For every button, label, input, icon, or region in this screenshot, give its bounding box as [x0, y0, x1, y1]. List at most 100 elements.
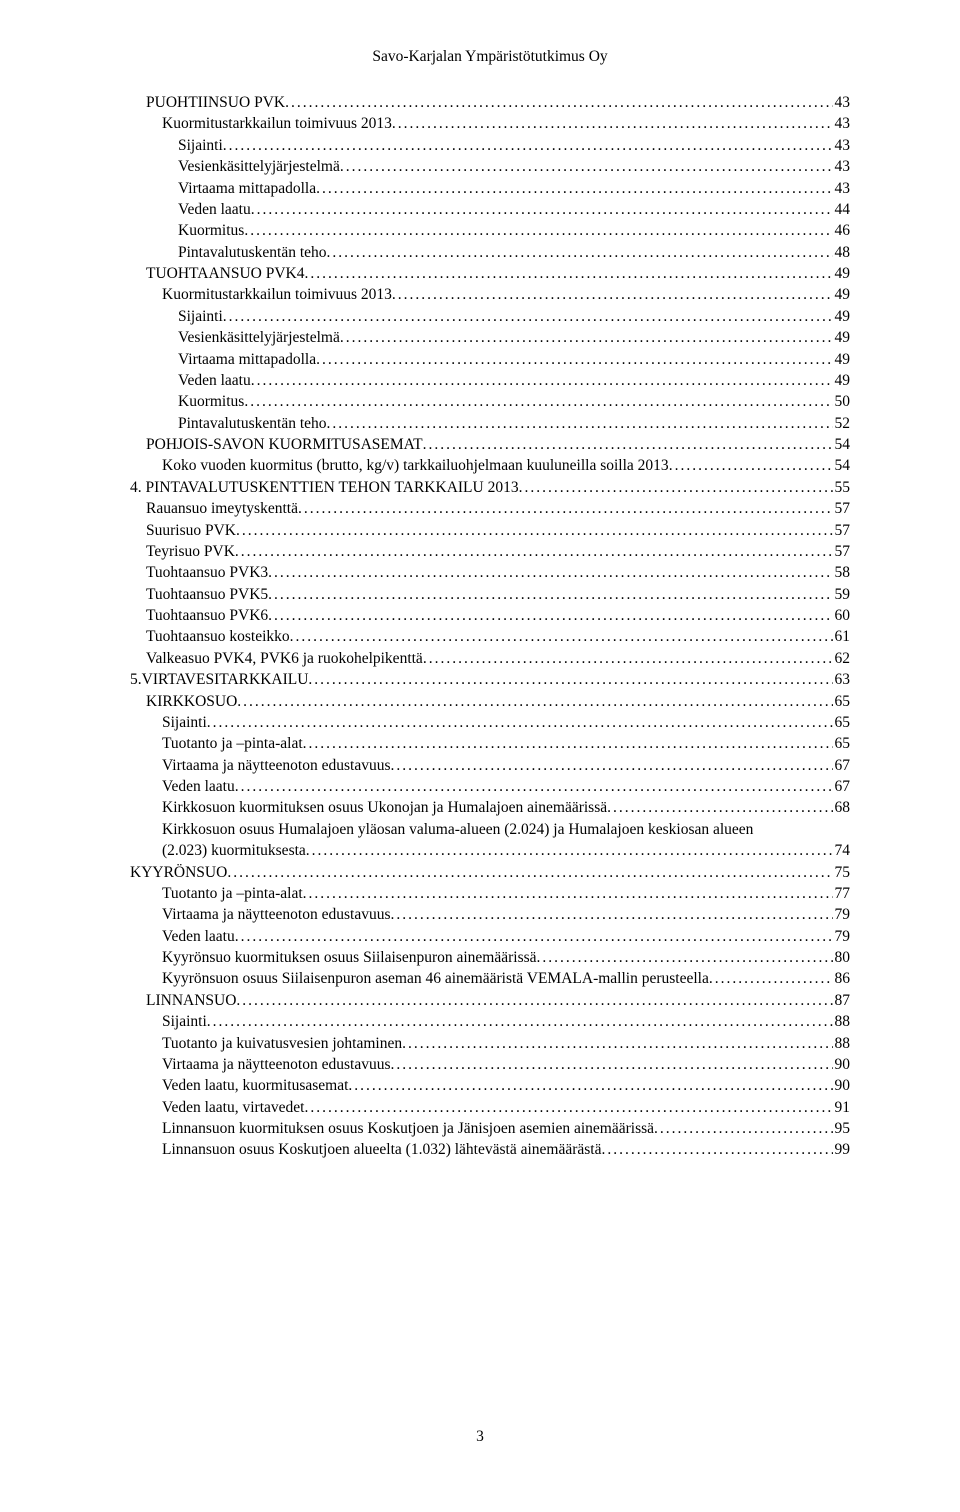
toc-entry: Teyrisuo PVK 57 [130, 541, 850, 562]
toc-entry: Kirkkosuon kuormituksen osuus Ukonojan j… [130, 797, 850, 818]
toc-page: 49 [833, 327, 851, 348]
toc-entry: Sijainti43 [130, 135, 850, 156]
toc-leader [305, 263, 833, 284]
toc-leader [223, 306, 833, 327]
toc-page: 54 [833, 455, 851, 476]
toc-entry: Tuohtaansuo PVK660 [130, 605, 850, 626]
toc-entry: KIRKKOSUO 65 [130, 691, 850, 712]
toc-page: 57 [833, 498, 851, 519]
toc-label: Rauansuo imeytyskenttä [146, 498, 298, 519]
toc-label: Virtaama ja näytteenoton edustavuus [162, 755, 390, 776]
toc-page: 86 [833, 968, 851, 989]
toc-entry: Kuormitustarkkailun toimivuus 201349 [130, 284, 850, 305]
toc-entry: Tuohtaansuo kosteikko61 [130, 626, 850, 647]
toc-page: 68 [833, 797, 851, 818]
toc-leader [306, 840, 833, 861]
toc-page: 80 [833, 947, 851, 968]
toc-entry: Virtaama ja näytteenoton edustavuus67 [130, 755, 850, 776]
toc-entry: 4. PINTAVALUTUSKENTTIEN TEHON TARKKAILU … [130, 477, 850, 498]
toc-leader [423, 434, 833, 455]
toc-entry: Pintavalutuskentän teho52 [130, 413, 850, 434]
toc-leader [290, 626, 833, 647]
toc-leader [235, 541, 833, 562]
toc-leader [244, 220, 832, 241]
toc-leader [709, 968, 833, 989]
toc-leader [316, 178, 832, 199]
toc-label: Vesienkäsittelyjärjestelmä [178, 156, 340, 177]
toc-label: Tuotanto ja –pinta-alat [162, 733, 303, 754]
toc-label: Linnansuon kuormituksen osuus Koskutjoen… [162, 1118, 654, 1139]
toc-label: Kyyrönsuo kuormituksen osuus Siilaisenpu… [162, 947, 537, 968]
toc-entry: Vesienkäsittelyjärjestelmä49 [130, 327, 850, 348]
toc-label: Koko vuoden kuormitus (brutto, kg/v) tar… [162, 455, 669, 476]
toc-page: 77 [833, 883, 851, 904]
toc-label: Sijainti [162, 1011, 207, 1032]
toc-leader [316, 349, 832, 370]
toc-label: 5.VIRTAVESITARKKAILU [130, 669, 308, 690]
toc-label: LINNANSUO [146, 990, 236, 1011]
toc-label: POHJOIS-SAVON KUORMITUSASEMAT [146, 434, 423, 455]
toc-label: KYYRÖNSUO [130, 862, 227, 883]
toc-page: 49 [833, 306, 851, 327]
toc-leader [235, 776, 833, 797]
toc-leader [303, 883, 833, 904]
toc-leader [669, 455, 833, 476]
table-of-contents: PUOHTIINSUO PVK 43 Kuormitustarkkailun toi… [130, 92, 850, 1161]
toc-label: Virtaama ja näytteenoton edustavuus [162, 904, 390, 925]
toc-leader [268, 562, 832, 583]
toc-label: Sijainti [178, 135, 223, 156]
toc-label: Sijainti [162, 712, 207, 733]
toc-entry: Suurisuo PVK57 [130, 520, 850, 541]
toc-label: Tuotanto ja kuivatusvesien johtaminen [162, 1033, 402, 1054]
toc-page: 65 [833, 712, 851, 733]
toc-page: 67 [833, 776, 851, 797]
toc-label: Kirkkosuon kuormituksen osuus Ukonojan j… [162, 797, 607, 818]
toc-label: Suurisuo PVK [146, 520, 236, 541]
toc-label: Kuormitustarkkailun toimivuus 2013 [162, 284, 392, 305]
toc-page: 62 [833, 648, 851, 669]
toc-entry: KYYRÖNSUO75 [130, 862, 850, 883]
toc-leader [207, 1011, 833, 1032]
toc-label: Pintavalutuskentän teho [178, 242, 327, 263]
toc-page: 43 [833, 113, 851, 134]
toc-leader [340, 156, 833, 177]
toc-leader [392, 113, 833, 134]
toc-label: Tuohtaansuo PVK6 [146, 605, 268, 626]
toc-label: PUOHTIINSUO PVK [146, 92, 285, 113]
toc-page: 65 [833, 691, 851, 712]
toc-page: 79 [833, 904, 851, 925]
toc-leader [327, 242, 833, 263]
toc-page: 57 [833, 541, 851, 562]
toc-page: 90 [833, 1054, 851, 1075]
toc-leader [207, 712, 833, 733]
toc-page: 44 [833, 199, 851, 220]
toc-label: Teyrisuo PVK [146, 541, 235, 562]
toc-entry: (2.023) kuormituksesta74 [130, 840, 850, 861]
toc-leader [236, 990, 832, 1011]
toc-page: 87 [833, 990, 851, 1011]
toc-label: KIRKKOSUO [146, 691, 237, 712]
toc-leader [268, 584, 832, 605]
toc-page: 50 [833, 391, 851, 412]
toc-label: Virtaama ja näytteenoton edustavuus [162, 1054, 390, 1075]
toc-leader [390, 755, 832, 776]
toc-entry: Tuohtaansuo PVK559 [130, 584, 850, 605]
toc-entry: Veden laatu79 [130, 926, 850, 947]
toc-label: Sijainti [178, 306, 223, 327]
toc-label: Kirkkosuon osuus Humalajoen yläosan valu… [162, 819, 753, 840]
toc-entry: Kuormitus50 [130, 391, 850, 412]
toc-label: Kuormitus [178, 220, 244, 241]
toc-entry: Koko vuoden kuormitus (brutto, kg/v) tar… [130, 455, 850, 476]
toc-entry: Virtaama mittapadolla43 [130, 178, 850, 199]
toc-label: Tuotanto ja –pinta-alat [162, 883, 303, 904]
toc-leader [607, 797, 832, 818]
toc-leader [304, 1097, 832, 1118]
toc-label: 4. PINTAVALUTUSKENTTIEN TEHON TARKKAILU … [130, 477, 519, 498]
toc-leader [340, 327, 833, 348]
toc-page: 74 [833, 840, 851, 861]
toc-entry: Virtaama mittapadolla49 [130, 349, 850, 370]
toc-page: 61 [833, 626, 851, 647]
toc-leader [423, 648, 833, 669]
toc-leader [392, 284, 833, 305]
toc-page: 79 [833, 926, 851, 947]
